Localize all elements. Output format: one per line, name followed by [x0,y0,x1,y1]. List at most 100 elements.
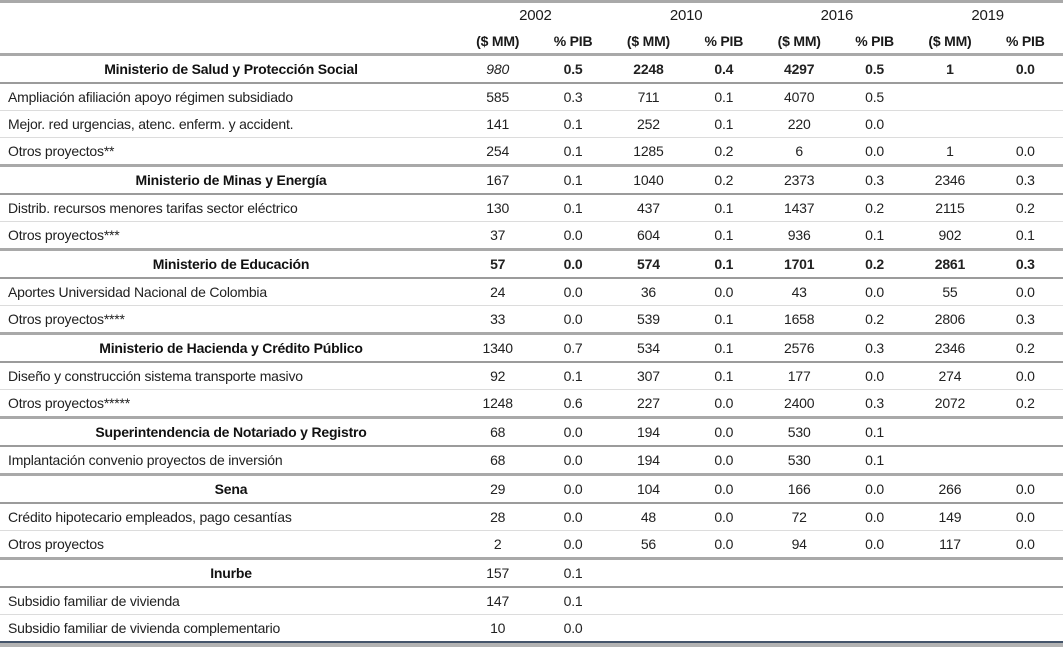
year-header-2002: 2002 [519,7,552,24]
project-row: Otros proyectos 2 0.0 56 0.0 94 0.0 117 0.0 [0,530,1063,559]
amount-cell: 55 [912,277,988,306]
pib-cell [987,557,1063,588]
pib-cell: 0.0 [535,277,611,306]
amount-cell: 2373 [761,164,837,195]
corner-blank [0,28,460,56]
project-label: Diseño y construcción sistema transporte… [0,361,460,390]
amount-cell: 147 [460,586,536,615]
year-header-row: 2002 2010 2016 2019 [0,2,1063,29]
pib-cell [987,82,1063,111]
pib-cell: 0.0 [535,530,611,559]
amount-cell: 10 [460,614,536,641]
project-row: Aportes Universidad Nacional de Colombia… [0,277,1063,306]
amount-cell: 902 [912,221,988,250]
pib-cell: 0.1 [535,137,611,166]
project-row: Otros proyectos***** 1248 0.6 227 0.0 2400 0.3… [0,389,1063,418]
pib-cell: 0.0 [686,416,762,447]
pib-cell: 0.1 [535,110,611,138]
amount-cell: 1 [912,53,988,84]
pib-cell: 0.0 [987,502,1063,531]
pib-cell: 0.0 [535,416,611,447]
amount-cell: 4070 [761,82,837,111]
amount-cell: 37 [460,221,536,250]
pib-cell: 0.1 [686,361,762,390]
pib-cell: 0.5 [535,53,611,84]
amount-cell: 4297 [761,53,837,84]
amount-cell: 1658 [761,305,837,334]
amount-cell [761,614,837,641]
pib-cell: 0.0 [836,502,913,531]
project-row: Otros proyectos*** 37 0.0 604 0.1 936 0.1 902 0.… [0,221,1063,250]
amount-cell: 530 [761,416,837,447]
pib-cell: 0.0 [987,137,1063,166]
project-label: Crédito hipotecario empleados, pago cesa… [0,502,460,531]
amount-cell [610,586,687,615]
amount-cell: 2576 [761,332,837,363]
amount-cell: 68 [460,445,536,475]
ministry-row: Ministerio de Salud y Protección Social 9… [0,53,1063,84]
amount-header-2010: ($ MM) [610,28,687,56]
ministry-row: Ministerio de Minas y Energía 167 0.1 1040 0… [0,164,1063,195]
amount-cell: 220 [761,110,837,138]
amount-cell: 48 [610,502,687,531]
pib-cell: 0.1 [535,193,611,222]
year-header-2019: 2019 [971,7,1004,24]
amount-cell: 56 [610,530,687,559]
table-header: 2002 2010 2016 2019 ($ MM)% PIB ($ MM)% PIB(… [0,2,1063,56]
amount-cell: 2806 [912,305,988,334]
pib-cell [987,614,1063,641]
project-row: Subsidio familiar de vivienda 147 0.1 [0,586,1063,615]
project-row: Crédito hipotecario empleados, pago cesa… [0,502,1063,531]
pib-cell: 0.0 [535,305,611,334]
ministry-row: Ministerio de Educación 57 0.0 574 0.1 1701 0.… [0,248,1063,279]
project-label: Mejor. red urgencias, atenc. enferm. y a… [0,110,460,138]
pib-cell: 0.1 [686,221,762,250]
project-row: Otros proyectos**** 33 0.0 539 0.1 1658 0.2 280… [0,305,1063,334]
pib-cell: 0.1 [686,82,762,111]
pib-cell: 0.2 [686,164,762,195]
pib-cell: 0.0 [535,473,611,504]
amount-cell: 227 [610,389,687,418]
amount-cell: 2861 [912,248,988,279]
pib-cell: 0.0 [535,221,611,250]
ministry-label: Ministerio de Salud y Protección Social [0,53,460,84]
project-row: Implantación convenio proyectos de inver… [0,445,1063,475]
amount-cell: 104 [610,473,687,504]
amount-cell: 92 [460,361,536,390]
amount-cell: 585 [460,82,536,111]
amount-cell: 117 [912,530,988,559]
amount-cell: 307 [610,361,687,390]
amount-cell: 43 [761,277,837,306]
pib-cell: 0.0 [686,530,762,559]
project-row: Ampliación afiliación apoyo régimen subs… [0,82,1063,111]
amount-cell: 936 [761,221,837,250]
ministry-row: Sena 29 0.0 104 0.0 166 0.0 266 0.0 [0,473,1063,504]
amount-cell: 29 [460,473,536,504]
pib-header-2016: % PIB [836,28,913,56]
ministry-label: Ministerio de Educación [0,248,460,279]
project-label: Implantación convenio proyectos de inver… [0,445,460,475]
pib-cell [836,586,913,615]
pib-cell: 0.1 [686,248,762,279]
amount-cell [912,614,988,641]
amount-cell [610,557,687,588]
pib-cell: 0.0 [987,277,1063,306]
amount-cell: 68 [460,416,536,447]
pib-cell: 0.0 [535,248,611,279]
amount-header-2016: ($ MM) [761,28,837,56]
pib-cell: 0.1 [836,416,913,447]
vigencias-futuras-table: 2002 2010 2016 2019 ($ MM)% PIB ($ MM)% PIB(… [0,0,1063,641]
project-row: Mejor. red urgencias, atenc. enferm. y a… [0,110,1063,138]
amount-cell: 1701 [761,248,837,279]
ministry-label: Ministerio de Minas y Energía [0,164,460,195]
amount-cell [912,82,988,111]
amount-cell: 36 [610,277,687,306]
amount-cell: 980 [460,53,536,84]
amount-cell: 252 [610,110,687,138]
amount-cell [912,110,988,138]
project-row: Distrib. recursos menores tarifas sector… [0,193,1063,222]
amount-cell: 24 [460,277,536,306]
project-label: Aportes Universidad Nacional de Colombia [0,277,460,306]
pib-cell: 0.0 [987,530,1063,559]
project-label: Otros proyectos*** [0,221,460,250]
